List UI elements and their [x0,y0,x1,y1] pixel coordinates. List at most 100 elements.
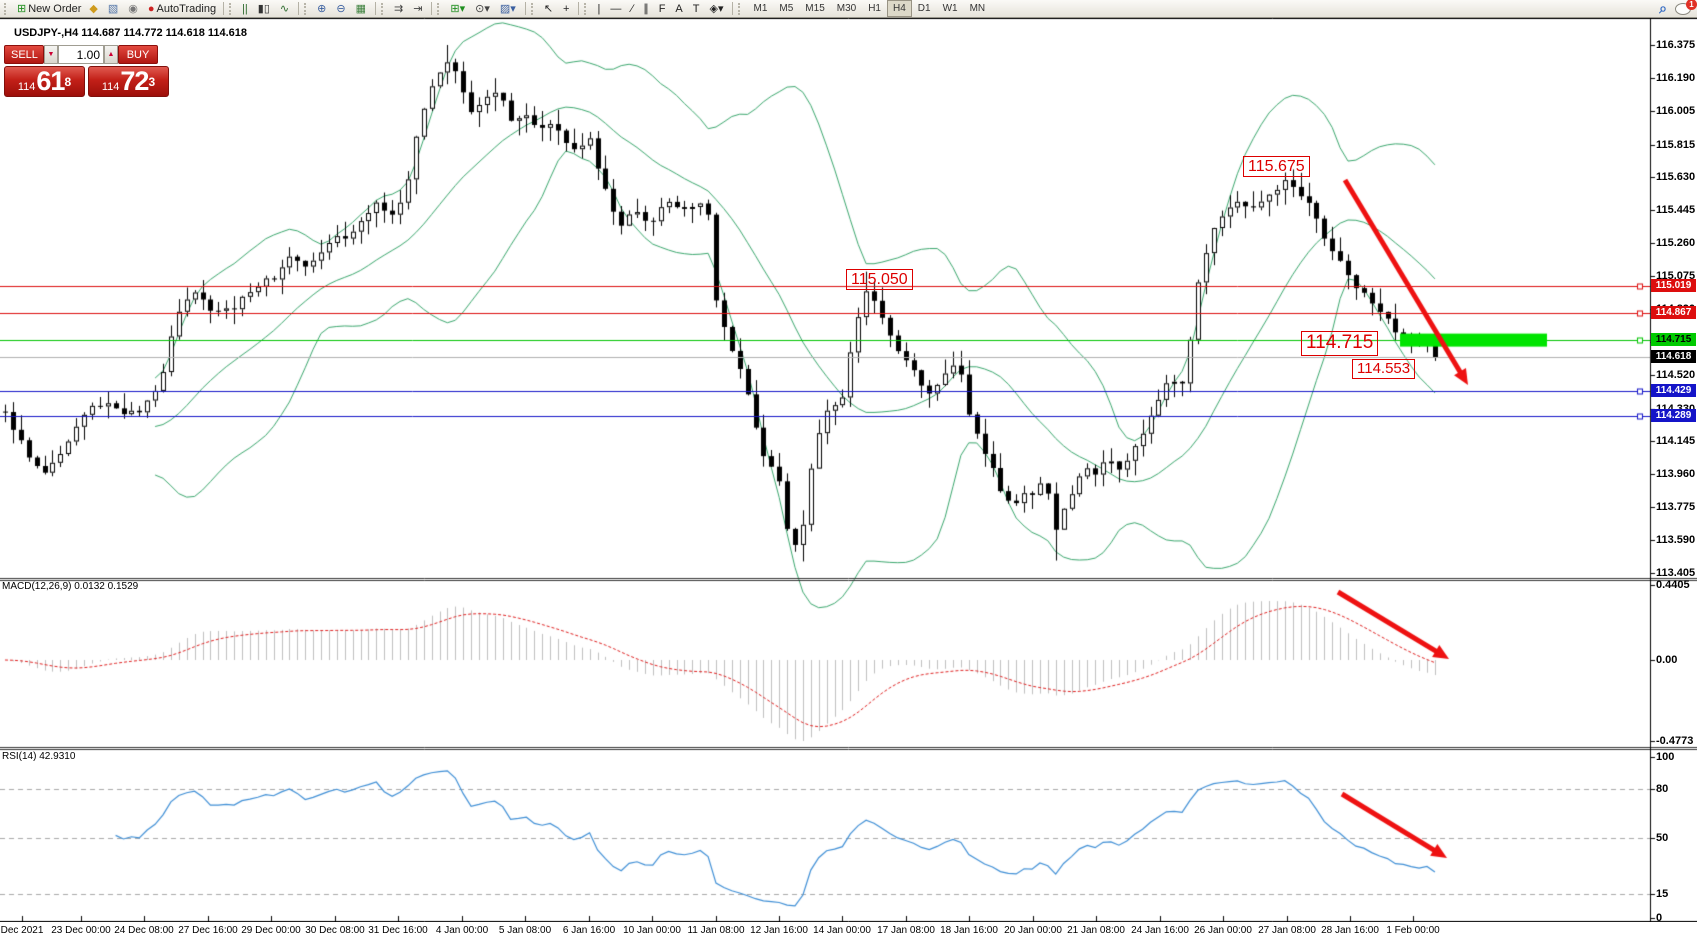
new-order-button[interactable]: ⊞ New Order [13,0,85,18]
sell-button[interactable]: SELL [4,45,44,64]
periods-icon: ⊙▾ [475,2,490,15]
chart-ohlc-title: USDJPY-,H4 114.687 114.772 114.618 114.6… [14,27,248,39]
date-axis-label: 12 Jan 16:00 [750,925,808,936]
vertical-line-icon[interactable]: | [593,0,606,18]
date-axis-label: 28 Jan 16:00 [1321,925,1379,936]
timeframe-d1[interactable]: D1 [917,3,931,14]
price-axis-tick: 113.775 [1656,501,1696,514]
main-toolbar: ⊞ New Order ◆ ▧ ◉ ● AutoTrading || ▮▯ ∿ ⊕ ⊖ ▦ ⇉ ⇥ ⊞▾ ⊙▾ ▨… [0,0,1697,18]
equidistant-channel-icon[interactable]: ∥ [639,0,655,18]
date-axis-label: 21 Jan 08:00 [1067,925,1125,936]
timeframe-mn[interactable]: MN [969,3,986,14]
buy-price-prefix: 114 [101,81,120,93]
auto-scroll-icon[interactable]: ⇉ [390,0,409,18]
toolbar-grip [380,2,387,15]
toolbar-grip [437,2,443,15]
price-axis-tick: 116.190 [1656,71,1696,84]
ohlc-bars-icon[interactable]: || [238,0,254,18]
toolbar-separator [374,2,376,15]
cursor-icon[interactable]: ↖ [540,0,559,18]
zoom-in-icon[interactable]: ⊕ [313,0,332,18]
arrows-tool-icon: ◈▾ [709,2,724,15]
timeframe-h1[interactable]: H1 [868,3,881,14]
timeframe-h4[interactable]: H4 [887,0,912,17]
date-axis-label: 24 Jan 16:00 [1131,925,1189,936]
toolbar-grip [738,2,744,15]
indicators-icon: ⊞▾ [450,2,466,15]
market-watch-icon: ◆ [89,2,98,15]
navigator-icon[interactable]: ▧ [104,0,124,18]
sell-price-pip: 8 [64,75,72,89]
text-label-icon[interactable]: T [689,0,706,18]
toolbar-grip [4,2,10,15]
timeframe-m1[interactable]: M1 [753,3,768,14]
toolbar-separator [431,2,433,15]
market-watch-icon[interactable]: ◆ [85,0,103,18]
signal-icon: ◉ [128,2,138,15]
sell-price-display[interactable]: 114 61 8 [4,66,85,97]
autotrading-button: ● [147,2,155,15]
tile-windows-icon: ▦ [355,2,366,15]
timeframe-m30[interactable]: M30 [836,3,857,14]
price-line-tag[interactable]: 114.618 [1651,350,1696,363]
date-axis-label: Dec 2021 [0,925,44,936]
price-line-tag[interactable]: 114.289 [1651,409,1696,422]
candlestick-icon[interactable]: ▮▯ [254,0,276,18]
horizontal-line-icon[interactable]: — [606,0,627,18]
rsi-axis-tick: 100 [1656,751,1675,763]
volume-input[interactable] [58,45,104,64]
price-line-tag[interactable]: 115.019 [1651,279,1696,292]
date-axis-label: 4 Jan 00:00 [435,925,489,936]
timeframe-w1[interactable]: W1 [942,3,958,14]
timeframe-m15[interactable]: M15 [805,3,825,14]
text-icon[interactable]: A [671,0,688,18]
volume-decrease-button[interactable]: ▼ [44,45,58,64]
toolbar-grip [304,2,310,15]
date-axis-label: 18 Jan 16:00 [940,925,998,936]
vertical-line-icon: | [597,2,601,15]
price-line-tag[interactable]: 114.715 [1651,333,1696,346]
date-axis-label: 31 Dec 16:00 [368,925,428,936]
sell-price-main: 61 [36,66,65,96]
price-annotation[interactable]: 115.675 [1243,156,1310,178]
price-axis-tick: 115.815 [1656,138,1696,151]
toolbar-grip [584,2,590,15]
price-annotation[interactable]: 115.050 [846,269,913,291]
price-line-tag[interactable]: 114.429 [1651,384,1696,397]
price-annotation[interactable]: 114.715 [1301,331,1379,356]
macd-indicator-label: MACD(12,26,9) 0.0132 0.1529 [2,581,139,592]
volume-increase-button[interactable]: ▲ [104,45,118,64]
date-axis-label: 23 Dec 00:00 [51,925,111,936]
tile-windows-icon[interactable]: ▦ [352,0,372,18]
periods-icon[interactable]: ⊙▾ [471,0,496,18]
trendline-icon[interactable]: ∕ [627,0,639,18]
toolbar-separator [223,2,225,15]
zoom-out-icon: ⊖ [336,2,346,15]
search-icon[interactable]: ⌕ [1659,0,1667,16]
templates-icon[interactable]: ▨▾ [496,0,522,18]
price-line-tag[interactable]: 114.867 [1651,306,1696,319]
line-chart-icon[interactable]: ∿ [276,0,295,18]
toolbar-separator [298,2,300,15]
toolbar-separator [732,2,734,15]
autotrading-button[interactable]: ● AutoTrading [144,0,220,18]
zoom-out-icon[interactable]: ⊖ [332,0,351,18]
price-chart-canvas[interactable] [0,18,1697,922]
crosshair-icon[interactable]: + [559,0,575,18]
chart-shift-icon: ⇥ [413,2,423,15]
price-axis-tick: 115.445 [1656,204,1696,217]
fibonacci-icon[interactable]: F [655,0,672,18]
crosshair-icon: + [563,2,570,15]
buy-button[interactable]: BUY [118,45,158,64]
rsi-axis-tick: 15 [1656,888,1669,900]
chart-shift-icon[interactable]: ⇥ [409,0,428,18]
equidistant-channel-icon: ∥ [643,2,649,15]
indicators-icon[interactable]: ⊞▾ [446,0,471,18]
signal-icon[interactable]: ◉ [124,0,144,18]
buy-price-display[interactable]: 114 72 3 [88,66,169,97]
ohlc-bars-icon: || [242,2,248,15]
price-annotation[interactable]: 114.553 [1352,359,1416,379]
arrows-tool-icon[interactable]: ◈▾ [706,0,730,18]
timeframe-m5[interactable]: M5 [779,3,794,14]
chat-icon[interactable]: 1 [1675,0,1697,15]
